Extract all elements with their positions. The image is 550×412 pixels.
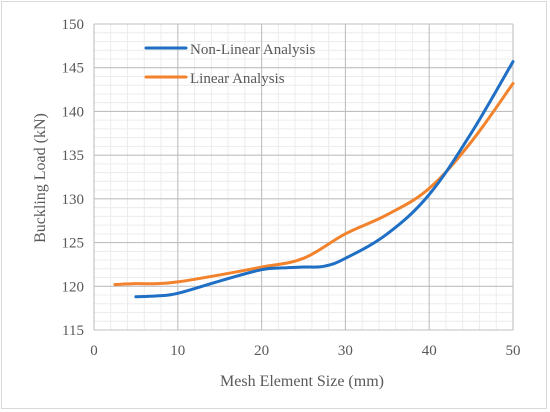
y-tick-label: 130 xyxy=(62,192,85,208)
x-tick-label: 0 xyxy=(90,343,98,359)
y-tick-label: 150 xyxy=(62,17,85,33)
legend-label-non-linear: Non-Linear Analysis xyxy=(190,42,316,58)
legend: Non-Linear Analysis Linear Analysis xyxy=(144,42,316,87)
x-tick-labels: 0 10 20 30 40 50 xyxy=(90,343,520,359)
y-tick-labels: 115 120 125 130 135 140 145 150 xyxy=(62,17,85,339)
x-tick-label: 50 xyxy=(506,343,521,359)
series-line-non-linear xyxy=(134,60,515,299)
y-tick-label: 120 xyxy=(62,279,85,295)
x-tick-label: 30 xyxy=(338,343,353,359)
legend-label-linear: Linear Analysis xyxy=(190,71,285,87)
y-tick-label: 125 xyxy=(62,236,85,252)
series-lines xyxy=(113,60,515,299)
y-tick-label: 140 xyxy=(62,104,85,120)
x-tick-label: 20 xyxy=(254,343,269,359)
x-tick-label: 40 xyxy=(422,343,437,359)
y-tick-label: 135 xyxy=(62,148,85,164)
series-line-linear xyxy=(113,81,515,287)
y-axis-label: Buckling Load (kN) xyxy=(32,113,49,243)
y-tick-label: 145 xyxy=(62,61,85,77)
x-tick-label: 10 xyxy=(170,343,185,359)
x-axis-label: Mesh Element Size (mm) xyxy=(220,373,384,390)
y-tick-label: 115 xyxy=(62,323,84,339)
major-grid xyxy=(93,23,514,331)
